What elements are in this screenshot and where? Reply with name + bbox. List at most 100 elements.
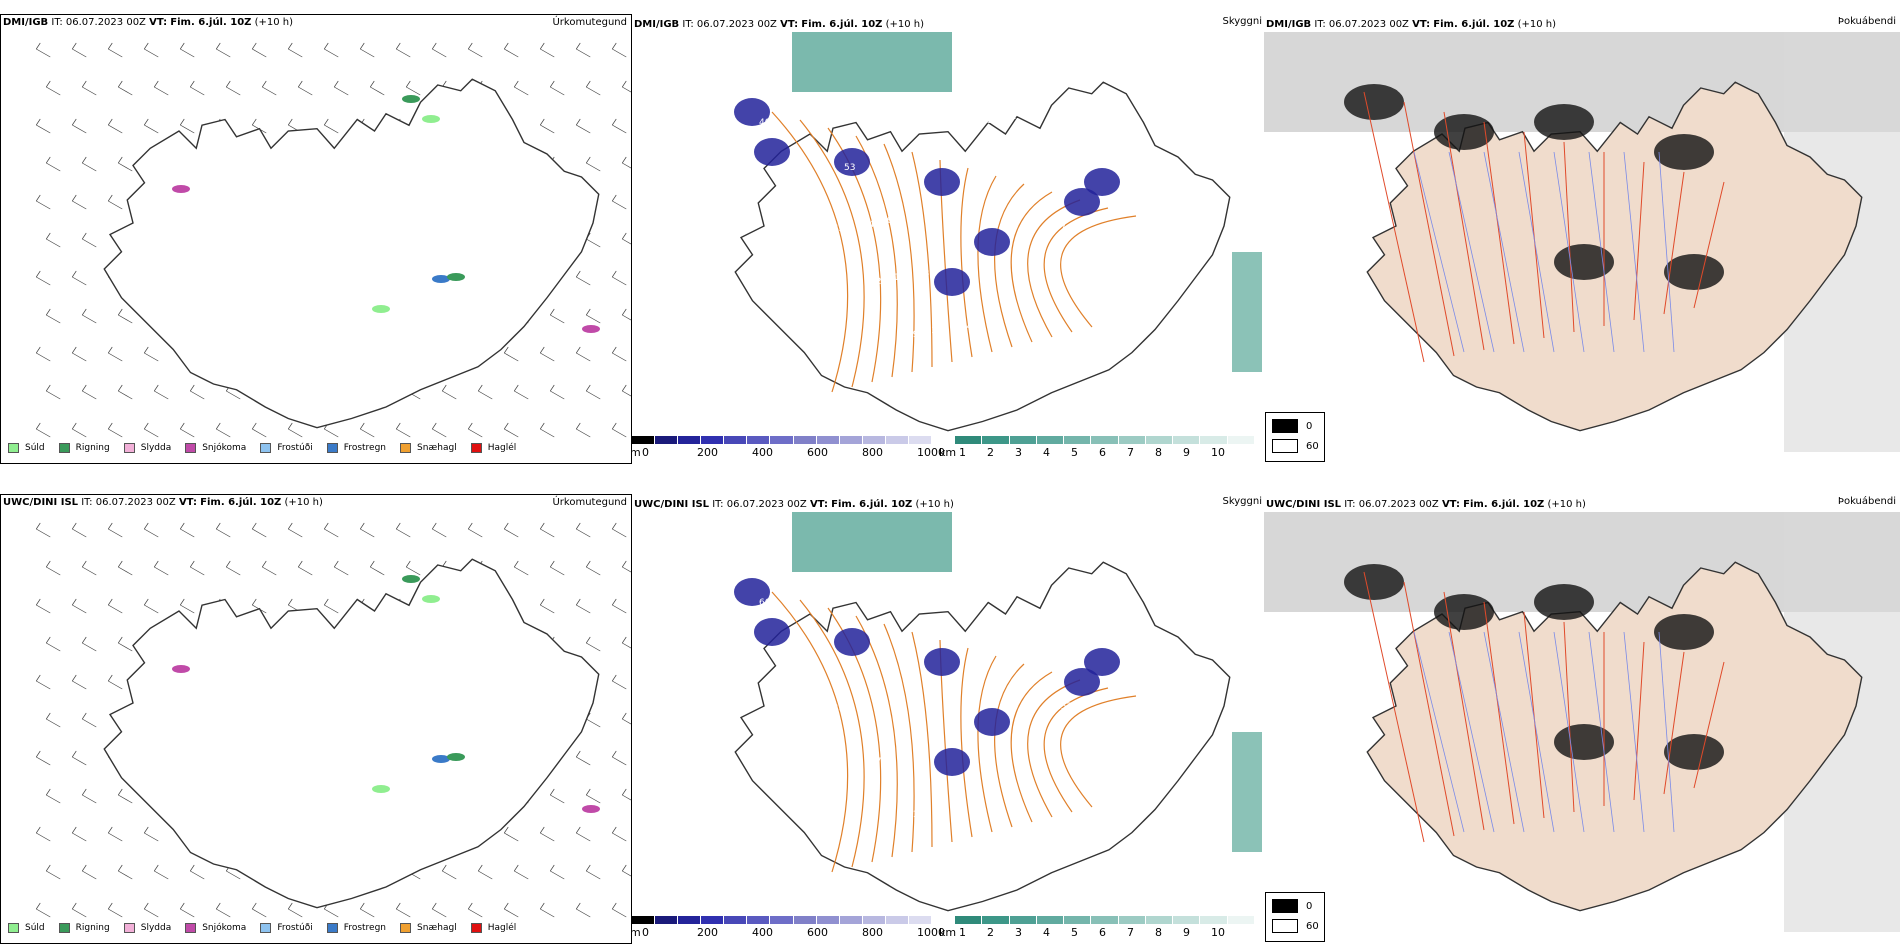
- it-value: 06.07.2023 00Z: [696, 19, 777, 30]
- vis-value: 342: [981, 596, 998, 606]
- it-label: IT:: [682, 19, 694, 30]
- low-vis-area: [974, 228, 1010, 256]
- wind-barb: [36, 48, 51, 58]
- wind-barb: [576, 756, 591, 766]
- colorbar-segment: [839, 916, 863, 924]
- colorbar-segment: [1118, 916, 1146, 924]
- vis-value: 46: [796, 171, 808, 181]
- road: [960, 167, 973, 358]
- colorbar-segment: [982, 916, 1010, 924]
- wind-barb: [252, 528, 267, 538]
- wind-barb: [46, 794, 61, 804]
- legend-swatch: [185, 443, 197, 453]
- legend-swatch: [58, 923, 70, 933]
- legend-swatch: [58, 443, 70, 453]
- vis-tick: 2: [987, 446, 994, 459]
- vis-value: 115: [1129, 808, 1146, 818]
- vis-value: 30: [1116, 271, 1128, 281]
- wind-barb: [154, 566, 169, 576]
- colorbar-segment: [1173, 916, 1201, 924]
- wind-barb: [576, 352, 591, 362]
- wind-barb: [540, 832, 555, 842]
- wind-barb: [468, 48, 483, 58]
- vt-label: VT:: [1441, 499, 1460, 510]
- it-value: 06.07.2023 00Z: [726, 499, 807, 510]
- wind-barb: [190, 566, 205, 576]
- colorbar-segment: [885, 436, 909, 444]
- fog-area: [1534, 104, 1594, 140]
- vt-value: Fim. 6.júl. 10Z: [801, 19, 883, 30]
- wind-barb: [262, 566, 277, 576]
- low-vis-area: [934, 748, 970, 776]
- height-tick: 1000: [917, 926, 945, 939]
- wind-barb: [540, 908, 555, 918]
- road: [1403, 101, 1455, 357]
- legend-item: Rigning: [58, 923, 110, 933]
- wind-barb: [36, 428, 51, 438]
- vis-tick: 1: [959, 446, 966, 459]
- wind-barb: [586, 642, 601, 652]
- wind-barb: [370, 566, 385, 576]
- vis-tick: 7: [1127, 926, 1134, 939]
- colorbar-segment: [1091, 916, 1119, 924]
- wind-barb: [622, 86, 631, 93]
- wind-barb: [36, 604, 51, 614]
- vis-tick: 3: [1015, 926, 1022, 939]
- colorbar-segment: [1227, 436, 1255, 444]
- wind-barb: [82, 238, 97, 248]
- wind-barb: [82, 390, 97, 400]
- visibility-panel: DMI/IGB IT: 06.07.2023 00Z VT: Fim. 6.jú…: [632, 14, 1264, 432]
- wind-barb: [180, 428, 195, 438]
- legend-swatch: [400, 923, 412, 933]
- colorbar-segment: [655, 916, 679, 924]
- colorbar-segment: [678, 916, 702, 924]
- road: [1027, 679, 1081, 818]
- wind-barb: [36, 200, 51, 210]
- precip-area: [447, 753, 465, 761]
- legend-label: Súld: [25, 443, 45, 453]
- wind-barb: [82, 642, 97, 652]
- road: [1010, 671, 1053, 823]
- road: [1523, 131, 1545, 339]
- wind-barb: [226, 390, 241, 400]
- wind-barb: [36, 756, 51, 766]
- wind-barb: [108, 200, 123, 210]
- wind-barb: [252, 48, 267, 58]
- wind-barb: [82, 870, 97, 880]
- wind-barb: [252, 428, 267, 438]
- wind-barb: [622, 870, 631, 877]
- wind-barb: [396, 528, 411, 538]
- wind-barb: [540, 428, 555, 438]
- legend-label: Frostregn: [343, 923, 387, 933]
- wind-barb: [324, 604, 339, 614]
- legend-label: Slydda: [140, 443, 172, 453]
- wind-barb: [82, 162, 97, 172]
- wind-barb: [118, 642, 133, 652]
- legend-swatch: [8, 443, 19, 453]
- wind-barb: [586, 870, 601, 880]
- river: [1588, 151, 1615, 353]
- visibility-title: Skyggni: [1222, 496, 1262, 507]
- vis-unit: km: [939, 446, 957, 459]
- vis-value: 44: [770, 377, 782, 387]
- wind-barb: [550, 794, 565, 804]
- precip-type-panel: UWC/DINI ISL IT: 06.07.2023 00Z VT: Fim.…: [0, 494, 632, 944]
- vis-value: 87: [783, 114, 794, 124]
- low-vis-area: [974, 708, 1010, 736]
- vis-tick: 5: [1071, 446, 1078, 459]
- wind-barb: [586, 718, 601, 728]
- vis-tick: 9: [1183, 926, 1190, 939]
- panel-header: UWC/DINI ISL IT: 06.07.2023 00Z VT: Fim.…: [634, 499, 954, 510]
- legend-swatch: [400, 443, 412, 453]
- river: [1413, 631, 1465, 833]
- vis-value: 57: [1055, 222, 1066, 232]
- wind-barb: [36, 908, 51, 918]
- precip-area: [372, 305, 390, 313]
- vis-value: 191: [931, 326, 948, 336]
- wind-barb: [82, 718, 97, 728]
- colorbar-segment: [816, 436, 840, 444]
- height-tick: 600: [807, 446, 828, 459]
- precip-area: [422, 595, 440, 603]
- visibility-panel: UWC/DINI ISL IT: 06.07.2023 00Z VT: Fim.…: [632, 494, 1264, 912]
- vis-value: 52: [1018, 169, 1029, 179]
